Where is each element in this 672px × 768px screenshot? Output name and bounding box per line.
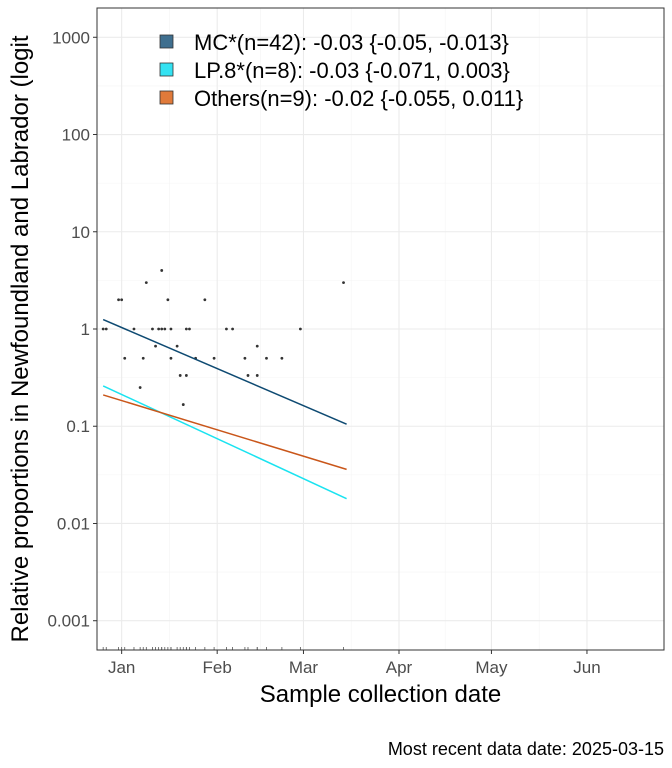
y-tick-label: 1	[81, 320, 90, 339]
data-point	[298, 327, 302, 331]
data-point	[231, 327, 234, 331]
x-tick-label: Jan	[108, 658, 135, 677]
y-tick-label: 0.1	[66, 417, 90, 436]
legend-label: LP.8*(n=8): -0.03 {-0.071, 0.003}	[194, 58, 510, 83]
data-point	[255, 374, 259, 377]
y-tick-label: 0.01	[57, 514, 90, 533]
legend-swatch	[159, 90, 174, 105]
y-tick-label: 10	[71, 223, 90, 242]
legend-label: Others(n=9): -0.02 {-0.055, 0.011}	[194, 86, 523, 111]
data-point	[169, 327, 173, 331]
data-point	[169, 356, 173, 360]
x-tick-label: Mar	[289, 658, 319, 677]
data-point	[342, 281, 345, 285]
y-axis-title: Relative proportions in Newfoundland and…	[7, 35, 34, 642]
data-point	[101, 327, 105, 331]
data-point	[123, 356, 127, 360]
y-tick-label: 0.001	[47, 612, 90, 631]
data-point	[243, 356, 247, 360]
data-point	[104, 327, 108, 331]
x-axis: Jan Feb Mar Apr May Jun	[108, 650, 601, 677]
data-point	[175, 344, 179, 348]
legend-label: MC*(n=42): -0.03 {-0.05, -0.013}	[194, 30, 509, 55]
x-tick-label: May	[475, 658, 508, 677]
legend-swatch	[159, 34, 174, 49]
data-point	[166, 298, 170, 302]
data-point	[154, 344, 157, 348]
data-point	[225, 327, 228, 331]
major-gridlines	[97, 8, 664, 650]
x-tick-label: Apr	[386, 658, 413, 677]
data-point	[138, 386, 142, 389]
x-tick-label: Jun	[573, 658, 600, 677]
legend: MC*(n=42): -0.03 {-0.05, -0.013} LP.8*(n=…	[159, 30, 523, 111]
data-point	[160, 327, 164, 331]
x-tick-label: Feb	[203, 658, 232, 677]
legend-swatch	[159, 62, 174, 77]
data-points	[101, 269, 345, 406]
data-point	[265, 356, 268, 360]
fit-lines	[102, 318, 347, 500]
data-point	[117, 298, 120, 302]
data-point	[160, 269, 164, 272]
data-point	[280, 356, 284, 360]
x-axis-title: Sample collection date	[260, 681, 501, 708]
data-point	[157, 327, 161, 331]
data-point	[120, 298, 124, 302]
data-point	[184, 374, 188, 377]
data-point	[144, 281, 148, 285]
data-point	[132, 327, 136, 331]
data-point	[151, 327, 154, 331]
data-point	[181, 403, 185, 406]
data-point	[141, 356, 145, 360]
data-point	[188, 327, 191, 331]
caption: Most recent data date: 2025-03-15	[388, 739, 664, 759]
y-axis: 1000 100 10 1 0.1 0.01 0.001	[47, 28, 97, 631]
plot-panel: MC*(n=42): -0.03 {-0.05, -0.013} LP.8*(n=…	[96, 7, 665, 651]
fit-line-3	[102, 394, 347, 471]
y-tick-label: 1000	[52, 28, 90, 47]
data-point	[212, 356, 216, 360]
data-point	[255, 344, 259, 348]
data-point	[163, 327, 167, 331]
data-point	[184, 327, 188, 331]
y-tick-label: 100	[62, 126, 90, 145]
fit-line-1	[102, 318, 347, 425]
data-point	[203, 298, 207, 302]
data-point	[246, 374, 250, 377]
fit-line-2	[102, 385, 347, 500]
data-point	[178, 374, 182, 377]
